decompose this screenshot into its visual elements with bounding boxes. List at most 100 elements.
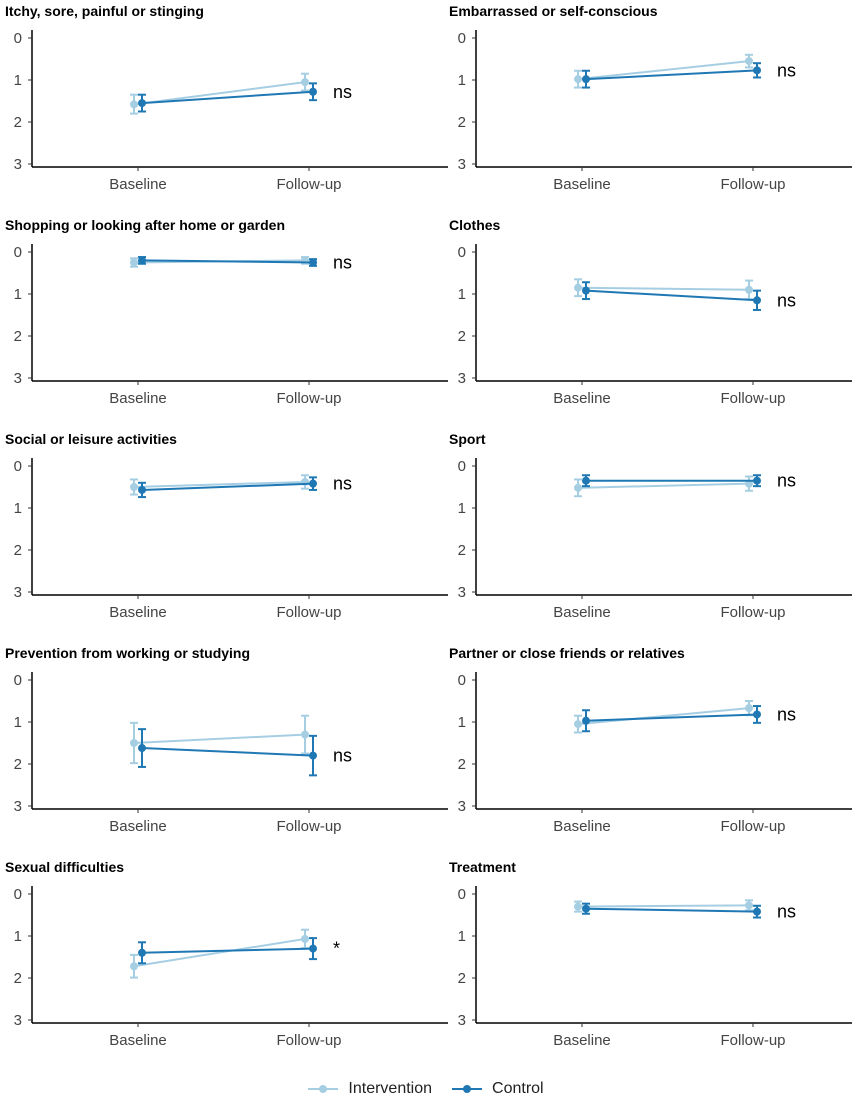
- x-tick-label: Follow-up: [276, 390, 341, 407]
- point-intervention: [574, 75, 582, 84]
- point-control: [138, 256, 146, 265]
- x-tick-label: Follow-up: [276, 1032, 341, 1049]
- significance-label: ns: [777, 902, 796, 922]
- series-line-intervention: [577, 60, 750, 81]
- y-tick-label: 1: [14, 72, 22, 89]
- point-intervention: [130, 739, 138, 747]
- panel-title: Clothes: [449, 217, 501, 233]
- point-intervention: [574, 483, 582, 492]
- x-tick-label: Baseline: [553, 818, 611, 835]
- y-tick-label: 1: [14, 500, 22, 517]
- x-tick-label: Baseline: [553, 176, 611, 193]
- y-tick-label: 2: [14, 756, 22, 773]
- x-tick-label: Baseline: [109, 604, 167, 621]
- x-tick-label: Baseline: [109, 818, 167, 835]
- panel-title: Sexual difficulties: [5, 859, 124, 875]
- y-tick-label: 2: [14, 542, 22, 559]
- series-line-control: [585, 289, 758, 302]
- x-tick-label: Baseline: [553, 604, 611, 621]
- point-intervention: [130, 100, 138, 109]
- panel-title: Partner or close friends or relatives: [449, 645, 685, 661]
- y-tick-label: 1: [14, 286, 22, 303]
- y-tick-label: 3: [14, 370, 22, 387]
- point-intervention: [574, 902, 582, 911]
- panel-title: Itchy, sore, painful or stinging: [5, 3, 204, 19]
- y-tick-label: 2: [458, 114, 466, 131]
- y-tick-label: 2: [14, 328, 22, 345]
- y-tick-label: 1: [458, 928, 466, 945]
- panel-3: Shopping or looking after home or garden…: [5, 217, 448, 407]
- legend-key-intervention: [308, 1085, 339, 1093]
- x-tick-label: Follow-up: [720, 390, 785, 407]
- y-tick-label: 2: [458, 542, 466, 559]
- y-tick-label: 0: [458, 30, 466, 47]
- y-tick-label: 3: [458, 798, 466, 815]
- panel-10: Treatment 0 1 2 3 Baseline Follow-up ns: [449, 859, 852, 1049]
- panel-1: Itchy, sore, painful or stinging 0 1 2 3 Base…: [5, 3, 448, 193]
- y-tick-label: 2: [458, 328, 466, 345]
- series-line-intervention: [133, 937, 306, 968]
- x-tick-label: Follow-up: [276, 604, 341, 621]
- legend-label-control: Control: [492, 1080, 544, 1097]
- panel-4: Clothes 0 1 2 3 Baseline Follow-up ns: [449, 217, 852, 407]
- point-intervention: [130, 483, 138, 491]
- point-control: [582, 476, 590, 485]
- y-tick-label: 3: [14, 1012, 22, 1029]
- y-tick-label: 0: [458, 672, 466, 689]
- y-tick-label: 2: [458, 756, 466, 773]
- point-control: [309, 258, 317, 267]
- point-control: [582, 286, 590, 295]
- x-tick-label: Baseline: [109, 176, 167, 193]
- point-intervention: [301, 730, 309, 739]
- y-tick-label: 0: [458, 886, 466, 903]
- y-tick-label: 3: [458, 584, 466, 601]
- point-intervention: [574, 720, 582, 729]
- legend-label-intervention: Intervention: [348, 1080, 433, 1097]
- series-line-intervention: [133, 480, 306, 488]
- x-tick-label: Baseline: [553, 390, 611, 407]
- y-tick-label: 1: [14, 714, 22, 731]
- legend-key-control: [452, 1085, 483, 1093]
- point-control: [753, 66, 761, 75]
- y-tick-label: 0: [458, 458, 466, 475]
- y-tick-label: 3: [458, 370, 466, 387]
- y-tick-label: 0: [14, 886, 22, 903]
- series-line-control: [585, 69, 758, 81]
- point-control: [582, 75, 590, 84]
- y-tick-label: 1: [458, 500, 466, 517]
- significance-label: ns: [333, 474, 352, 494]
- x-tick-label: Follow-up: [720, 818, 785, 835]
- legend-item-control: Control: [452, 1080, 544, 1098]
- panel-8: Partner or close friends or relatives 0 1 2…: [449, 645, 852, 835]
- panel-title: Treatment: [449, 859, 516, 875]
- point-control: [309, 944, 317, 953]
- chart-legend: Intervention Control: [0, 1078, 852, 1100]
- panel-2: Embarrassed or self-conscious 0 1 2 3 Baselin…: [449, 3, 852, 193]
- point-intervention: [574, 283, 582, 292]
- y-tick-label: 3: [458, 1012, 466, 1029]
- point-intervention: [745, 901, 753, 910]
- y-tick-label: 3: [14, 798, 22, 815]
- panel-title: Sport: [449, 431, 486, 447]
- significance-label: *: [333, 939, 340, 959]
- point-control: [309, 87, 317, 96]
- y-tick-label: 1: [14, 928, 22, 945]
- significance-label: ns: [777, 471, 796, 491]
- x-tick-label: Follow-up: [276, 176, 341, 193]
- series-line-control: [585, 713, 758, 722]
- significance-label: ns: [333, 253, 352, 273]
- point-intervention: [745, 57, 753, 66]
- panel-title: Shopping or looking after home or garden: [5, 217, 285, 233]
- significance-label: ns: [777, 60, 796, 80]
- point-control: [582, 904, 590, 913]
- y-tick-label: 2: [14, 114, 22, 131]
- point-control: [753, 710, 761, 719]
- series-line-intervention: [133, 733, 306, 744]
- series-line-control: [141, 947, 314, 954]
- panel-5: Social or leisure activities 0 1 2 3 Baseline…: [5, 431, 448, 621]
- significance-label: ns: [777, 290, 796, 310]
- series-line-intervention: [577, 904, 750, 908]
- point-control: [138, 485, 146, 494]
- y-tick-label: 0: [14, 30, 22, 47]
